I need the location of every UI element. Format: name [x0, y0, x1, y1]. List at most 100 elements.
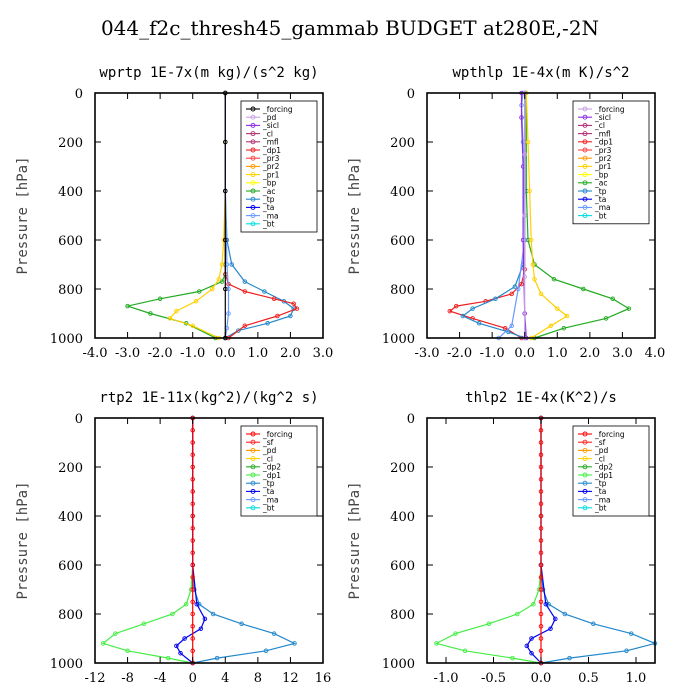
data-point — [591, 621, 596, 627]
legend-entry: _mfl — [262, 138, 279, 147]
y-tick-label: 600 — [390, 234, 415, 249]
legend-entry: _dp1 — [262, 146, 281, 155]
legend-marker — [250, 431, 256, 437]
y-tick-label: 800 — [390, 283, 415, 298]
legend-entry: _pr2 — [262, 162, 280, 171]
legend-marker — [582, 204, 588, 210]
data-point — [167, 316, 173, 321]
data-point — [223, 286, 228, 292]
legend-entry: _dp1 — [594, 138, 613, 147]
data-point — [219, 262, 225, 267]
legend-entry: _forcing — [262, 430, 293, 439]
data-point — [190, 452, 195, 458]
legend-marker — [250, 497, 256, 503]
legend-entry: _ta — [262, 487, 274, 496]
data-point — [460, 313, 466, 319]
data-point — [216, 276, 222, 282]
x-tick-label: 3.0 — [313, 346, 334, 361]
legend-marker — [582, 196, 588, 202]
data-point — [525, 139, 531, 145]
legend-marker — [250, 196, 256, 202]
data-point — [538, 501, 544, 507]
series-line_pr1 — [525, 92, 569, 339]
data-point — [528, 237, 534, 243]
legend-marker — [582, 131, 588, 137]
legend-entry: _sicl — [594, 113, 611, 122]
data-point — [190, 611, 195, 617]
y-axis-label: Pressure [hPa] — [15, 481, 31, 599]
data-point — [174, 643, 179, 649]
y-tick-label: 400 — [390, 510, 415, 525]
panel-title: wprtp 1E-7x(m kg)/(s^2 kg) — [99, 65, 318, 81]
legend-marker — [250, 439, 256, 445]
series-line_ma — [498, 92, 526, 339]
chart-panel-1: wprtp 1E-7x(m kg)/(s^2 kg) Pressure [hPa]… — [15, 65, 333, 361]
x-tick-label: 8 — [254, 671, 262, 686]
plot-frame — [426, 92, 656, 339]
data-point — [190, 624, 195, 629]
data-point — [524, 643, 530, 649]
legend-entry: _dp1 — [594, 471, 613, 480]
legend-marker — [250, 139, 256, 145]
x-tick-label: -2.0 — [148, 346, 173, 361]
y-tick-label: 200 — [390, 461, 415, 476]
data-point — [538, 291, 544, 297]
legend-marker — [250, 114, 256, 120]
x-tick-label: 2.0 — [580, 346, 601, 361]
legend-entry: _sicl — [262, 121, 279, 130]
legend-entry: _pd — [262, 446, 277, 455]
data-point — [555, 306, 560, 311]
x-tick-label: -3.0 — [115, 346, 140, 361]
data-point — [190, 587, 195, 592]
x-tick-label: 0.0 — [514, 346, 535, 361]
data-point — [292, 641, 297, 646]
y-tick-label: 800 — [390, 608, 415, 623]
data-point — [538, 636, 544, 641]
data-point — [182, 636, 187, 641]
data-point — [626, 306, 632, 311]
legend-entry: _pr3 — [594, 146, 612, 155]
data-point — [183, 601, 189, 607]
data-point — [219, 279, 225, 284]
legend-marker — [250, 106, 256, 112]
data-point — [242, 289, 248, 294]
legend: _forcing_sf_pd_cl_dp2_dp1_tp_ta_ma_bt — [572, 425, 650, 517]
x-tick-label: 4 — [221, 671, 229, 686]
legend-entry: _ta — [262, 203, 274, 212]
legend-entry: _sf — [594, 438, 606, 447]
data-point — [271, 296, 277, 302]
legend-marker — [582, 505, 588, 511]
legend-entry: _pd — [262, 113, 277, 122]
y-tick-label: 400 — [390, 185, 415, 200]
y-tick-label: 0 — [407, 87, 415, 102]
legend-entry: _forcing — [594, 105, 625, 114]
data-point — [543, 601, 549, 607]
data-point — [190, 648, 195, 654]
data-point — [242, 323, 248, 329]
y-tick-label: 600 — [58, 234, 83, 249]
legend-entry: _tp — [262, 195, 275, 204]
legend-marker — [582, 106, 588, 112]
legend-entry: _mfl — [594, 129, 611, 138]
legend-marker — [582, 114, 588, 120]
legend-entry: _bt — [594, 504, 607, 513]
legend-marker — [582, 447, 588, 453]
legend-marker — [582, 139, 588, 145]
legend-marker — [250, 188, 256, 194]
series-line_ac — [125, 93, 226, 339]
y-tick-label: 1000 — [50, 332, 83, 347]
x-tick-label: -2.0 — [447, 346, 472, 361]
data-point — [567, 655, 572, 661]
y-axis-label: Pressure [hPa] — [347, 481, 363, 599]
legend-marker — [250, 488, 256, 494]
y-tick-label: 200 — [390, 136, 415, 151]
y-tick-label: 200 — [58, 461, 83, 476]
legend-marker — [582, 155, 588, 161]
legend-marker — [250, 464, 256, 470]
y-tick-label: 0 — [75, 412, 83, 427]
x-tick-label: 3.0 — [612, 346, 633, 361]
data-point — [194, 601, 200, 607]
legend-entry: _bt — [262, 504, 275, 513]
data-point — [113, 631, 118, 636]
data-point — [519, 115, 524, 120]
